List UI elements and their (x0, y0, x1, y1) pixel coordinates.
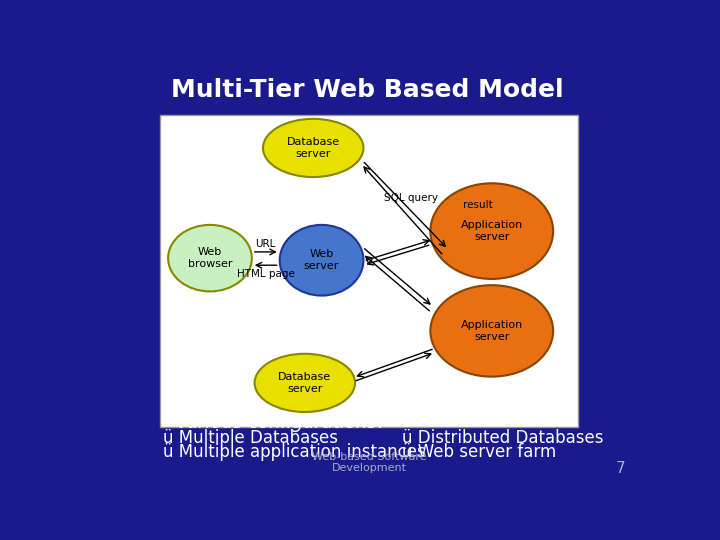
Text: ü Multiple Databases: ü Multiple Databases (163, 429, 338, 447)
Ellipse shape (431, 183, 553, 279)
Text: Web-based Software
Development: Web-based Software Development (312, 451, 426, 473)
Text: Various configurations?: Various configurations? (176, 414, 387, 431)
FancyBboxPatch shape (160, 114, 578, 427)
Text: result: result (463, 200, 492, 210)
Text: Application
server: Application server (461, 220, 523, 242)
Text: Database
server: Database server (278, 372, 331, 394)
Text: Web
server: Web server (304, 249, 339, 271)
Ellipse shape (255, 354, 355, 412)
Text: 7: 7 (616, 462, 626, 476)
Ellipse shape (431, 285, 553, 377)
Ellipse shape (263, 119, 364, 177)
Text: ü Web server farm: ü Web server farm (402, 443, 557, 461)
Ellipse shape (279, 225, 364, 295)
Text: ü Multiple application instances: ü Multiple application instances (163, 443, 426, 461)
Text: Web
browser: Web browser (188, 247, 233, 269)
Text: Database
server: Database server (287, 137, 340, 159)
Text: Application
server: Application server (461, 320, 523, 342)
Text: SQL query: SQL query (384, 193, 438, 203)
Text: ü Distributed Databases: ü Distributed Databases (402, 429, 604, 447)
Text: Multi-Tier Web Based Model: Multi-Tier Web Based Model (171, 78, 564, 102)
Text: HTML page: HTML page (237, 268, 294, 279)
Ellipse shape (168, 225, 252, 292)
Text: URL: URL (256, 239, 276, 248)
